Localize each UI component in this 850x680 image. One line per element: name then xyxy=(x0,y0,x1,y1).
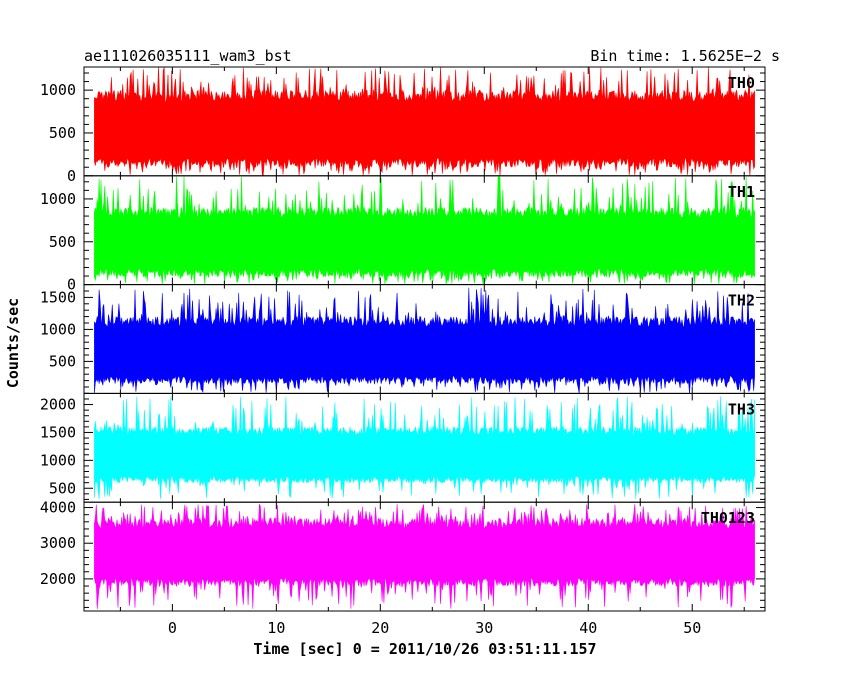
panel-th2: 500 1000 1500 TH2 xyxy=(40,284,766,394)
x-tick-label: 20 xyxy=(371,619,389,637)
panel-th1: 0 500 1000 TH1 xyxy=(40,175,766,294)
panels: 0 500 1000 TH0 0 500 1000 TH1 500 1000 1500 TH2 500 1… xyxy=(40,66,766,612)
panel-label: TH2 xyxy=(728,292,755,310)
y-tick-label: 1000 xyxy=(40,320,76,338)
y-tick-label: 0 xyxy=(67,167,76,185)
y-tick-label: 3000 xyxy=(40,534,76,552)
panel-frame xyxy=(83,501,766,612)
panel-label: TH3 xyxy=(728,400,755,418)
panel-th0: 0 500 1000 TH0 xyxy=(40,66,766,185)
y-tick-label: 1000 xyxy=(40,190,76,208)
chart-title: ae111026035111_wam3_bst xyxy=(84,47,292,65)
x-tick-label: 0 xyxy=(168,619,177,637)
y-tick-label: 1500 xyxy=(40,423,76,441)
x-tick-label: 30 xyxy=(475,619,493,637)
panel-label: TH0123 xyxy=(701,509,755,527)
x-tick-label: 10 xyxy=(267,619,285,637)
y-tick-label: 500 xyxy=(49,124,76,142)
y-tick-label: 2000 xyxy=(40,570,76,588)
y-tick-label: 0 xyxy=(67,276,76,294)
x-tick-label: 40 xyxy=(579,619,597,637)
y-axis-label: Counts/sec xyxy=(4,298,22,388)
y-tick-label: 2000 xyxy=(40,396,76,414)
panel-label: TH1 xyxy=(728,183,755,201)
y-tick-label: 1000 xyxy=(40,451,76,469)
x-tick-label: 50 xyxy=(683,619,701,637)
y-tick-label: 1000 xyxy=(40,81,76,99)
series-th1 xyxy=(94,175,755,285)
series-th0 xyxy=(94,67,755,176)
panel-th0123: 2000 3000 4000 TH0123 xyxy=(40,499,766,612)
series-th0123 xyxy=(94,503,755,610)
series-th2 xyxy=(94,287,755,394)
y-tick-label: 500 xyxy=(49,233,76,251)
panel-th3: 500 1000 1500 2000 TH3 xyxy=(40,392,766,503)
y-tick-label: 1500 xyxy=(40,288,76,306)
x-axis: 0 10 20 30 40 50 xyxy=(168,619,701,637)
bin-time-label: Bin time: 1.5625E−2 s xyxy=(590,47,780,65)
y-tick-label: 4000 xyxy=(40,499,76,517)
y-tick-label: 500 xyxy=(49,352,76,370)
y-tick-label: 500 xyxy=(49,479,76,497)
panel-label: TH0 xyxy=(728,74,755,92)
x-axis-label: Time [sec] 0 = 2011/10/26 03:51:11.157 xyxy=(253,640,596,658)
series-th3 xyxy=(94,396,755,500)
